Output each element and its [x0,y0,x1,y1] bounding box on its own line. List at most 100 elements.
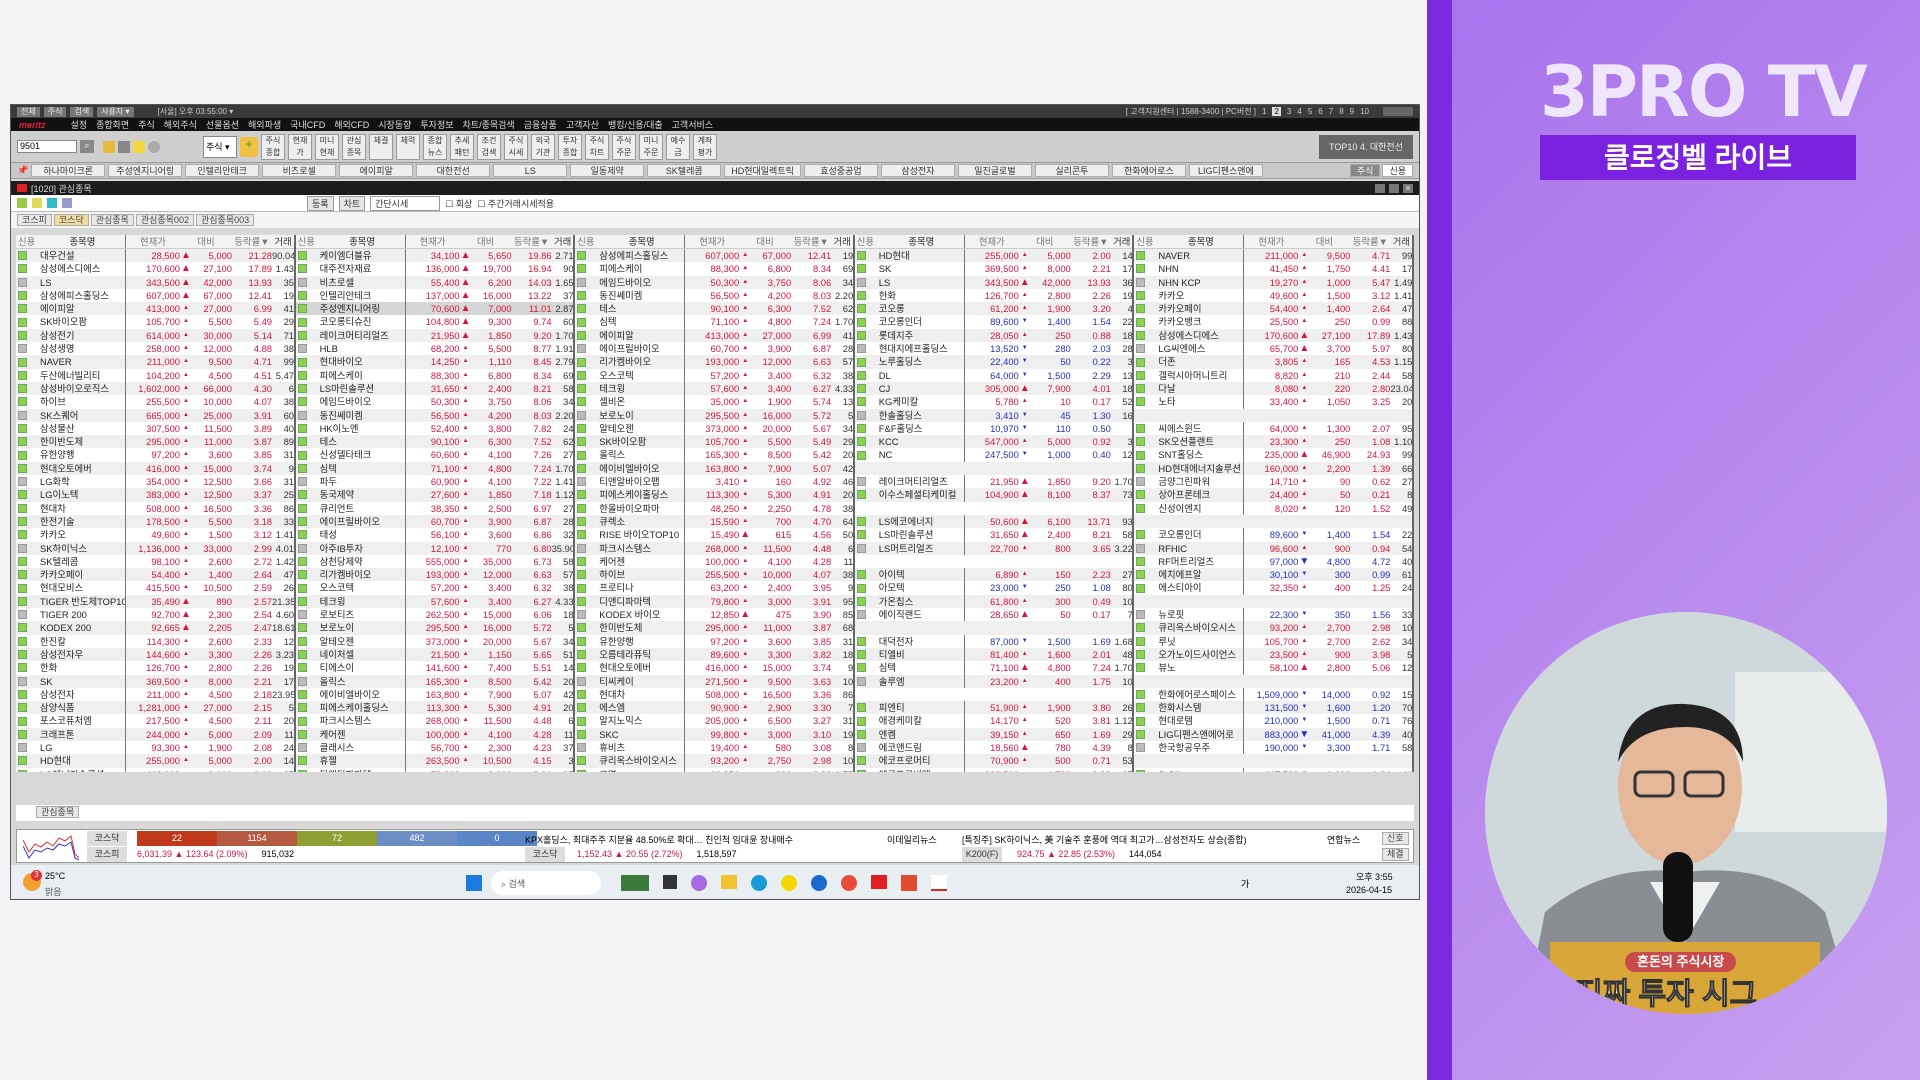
stock-name[interactable]: 오름테라퓨틱 [599,647,686,662]
column-header[interactable]: 종목명 [320,235,406,248]
table-row[interactable]: TIGER 200 92,700 ▲ 2,300 2.54 4.60 [16,608,294,622]
table-row[interactable]: 올릭스 165,300 ▲ 8,500 5.42 20 [575,448,853,462]
table-row[interactable]: LG이노텍 383,000 ▲ 12,500 3.37 25 [16,488,294,502]
stock-name[interactable]: 테크윙 [599,381,686,396]
stock-name[interactable]: 한화 [40,661,126,675]
table-row[interactable]: 오가노이드사이언스 23,500 ▲ 900 3.98 5 [1134,647,1412,662]
toolbar-button[interactable]: 미니현재 [315,133,339,160]
table-row[interactable]: 비츠로셀 55,400 ▲ 6,200 14.03 1.65 [295,275,573,289]
menu-item[interactable]: 시장동향 [378,120,412,130]
stock-name[interactable]: 알지노믹스 [599,714,686,728]
favorite-stock-button[interactable]: 대한전선 [416,164,491,177]
column-header[interactable]: 대비 [1315,236,1333,247]
signal-button[interactable]: 신호 [1382,832,1409,845]
stock-name[interactable]: 큐리옥스바이오시스 [599,754,686,768]
stock-name[interactable]: NAVER [1158,249,1245,263]
favorite-stock-button[interactable]: SK텔레콤 [647,164,722,177]
stock-name[interactable]: NHN KCP [1158,275,1245,289]
stock-name[interactable]: 현대오토에버 [40,461,126,476]
table-row[interactable]: 더존 3,805 ▲ 165 4.53 1.15 [1134,355,1412,369]
stock-name[interactable]: HLB [320,342,406,356]
stock-name[interactable]: 카카오페이 [1158,302,1245,316]
menu-item[interactable]: 해외CFD [334,120,370,130]
column-header[interactable]: 신용 [1136,235,1154,247]
table-row[interactable]: 알지노믹스 205,000 ▲ 6,500 3.27 31 [575,714,853,728]
screen-number-button[interactable]: 7 [1328,107,1334,116]
stock-name[interactable]: 더존 [1158,355,1245,369]
table-row[interactable]: LG화학 354,000 ▲ 12,500 3.66 31 [16,475,294,489]
stock-name[interactable]: 파크시스템스 [320,714,406,728]
stock-name[interactable]: 하이브 [599,568,686,582]
table-row[interactable]: 피에스케이홀딩스 113,300 ▲ 5,300 4.91 20 [575,488,853,502]
stock-name[interactable]: 삼성에스디에스 [40,262,126,276]
stock-name[interactable]: LG에너지솔루션 [40,767,126,772]
clock-time[interactable]: 오후 3:55 [1356,872,1393,882]
stock-name[interactable]: 심텍 [320,461,406,476]
table-row[interactable]: CJ 305,000 ▲ 7,900 4.01 18 [854,381,1132,396]
column-header[interactable]: 현재가 [419,236,446,247]
table-row[interactable]: 삼양식품 1,281,000 ▲ 27,000 2.15 5 [16,701,294,715]
stock-name[interactable]: 티엘비 [879,647,965,662]
stock-name[interactable]: 휴젤 [320,754,406,768]
stock-name[interactable]: 삼성전기 [40,328,126,343]
stock-name[interactable]: NC [879,448,965,462]
table-row[interactable]: KG케미칼 5,780 ▲ 10 0.17 52 [855,395,1132,409]
table-row[interactable]: 에이프릴바이오 60,700 ▲ 3,900 6.87 28 [575,342,853,356]
favorite-stock-button[interactable]: 효성중공업 [803,164,878,177]
favorite-stock-button[interactable]: 에이피알 [339,164,414,177]
table-row[interactable]: 태성 56,100 ▲ 3,600 6.86 32 [296,528,573,542]
stock-name[interactable]: LS에코에너지 [879,514,965,529]
table-row[interactable]: 카카오페이 54,400 ▲ 1,400 2.64 47 [1134,302,1412,316]
table-row[interactable]: 하이브 255,500 ▲ 10,000 4.07 38 [575,568,853,582]
table-row[interactable]: RFHIC 96,600 ▲ 900 0.94 54 [1134,541,1412,555]
table-row[interactable]: 신성델타테크 60,600 ▲ 4,100 7.26 27 [296,448,573,462]
table-row[interactable]: 현대차 508,000 ▲ 16,500 3.36 86 [16,501,294,515]
screen-number-button[interactable]: 10 [1360,107,1369,116]
table-row[interactable]: TIGER 반도체TOP10 35,490 ▲ 890 2.57 21.35 [16,594,294,609]
table-row[interactable]: 휴젤 263,500 ▲ 10,500 4.15 3 [295,754,573,768]
table-row[interactable]: 티에스이 141,600 ▲ 7,400 5.51 14 [296,661,573,675]
column-header[interactable]: 종목명 [599,235,686,248]
stock-name[interactable]: 유한양행 [599,634,686,648]
screen-number-button[interactable]: 4 [1297,107,1302,116]
column-header[interactable]: 등락률▼ [793,236,829,247]
table-row[interactable]: 동진쎄미켐 56,500 ▲ 4,200 8.03 2.20 [295,408,573,422]
table-row[interactable]: 큐리옥스바이오시스 93,200 ▲ 2,700 2.98 10 [1134,621,1412,635]
stock-name[interactable]: LIG디펜스앤에어로 [1158,727,1245,741]
table-row[interactable]: 보로노이 295,500 ▲ 16,000 5.72 5 [575,408,853,422]
favorite-stock-button[interactable]: HD현대일렉트릭 [724,164,801,177]
toolbar-button[interactable]: 주식주문 [612,133,636,160]
table-row[interactable]: 큐렉소 15,590 ▲ 700 4.70 64 [575,514,853,529]
stock-name[interactable]: TIGER 200 [40,608,126,622]
stock-name[interactable]: 신성델타테크 [320,448,406,462]
favorite-stock-button[interactable]: LS [493,164,568,177]
screen-number-button[interactable]: 8 [1339,107,1344,116]
table-row[interactable]: 삼성에피스홀딩스 607,000 ▲ 67,000 12.41 19 [575,249,853,263]
table-row[interactable]: 한화 126,700 ▲ 2,800 2.26 19 [855,288,1132,303]
menu-item[interactable]: 설정 [70,120,88,130]
stock-name[interactable]: SKC [599,727,686,741]
table-row[interactable]: 루닛 105,700 ▲ 2,700 2.62 34 [1134,634,1412,648]
table-row[interactable]: 한화 126,700 ▲ 2,800 2.26 19 [16,661,294,675]
table-row[interactable]: KCC 547,000 ▲ 5,000 0.92 3 [854,435,1132,449]
table-row[interactable]: 현대오토에버 416,000 ▲ 15,000 3.74 9 [16,461,294,476]
column-header[interactable]: 대비 [756,236,774,247]
stock-name[interactable]: 티앤알바이오팹 [599,475,686,489]
taskbar-search[interactable]: ⌕ 검색 [491,871,601,895]
copilot-icon[interactable] [691,875,707,891]
table-row[interactable]: 에이프릴바이오 60,700 ▲ 3,900 6.87 28 [295,514,573,529]
stock-name[interactable]: 동진쎄미켐 [320,408,406,422]
column-header[interactable]: 대비 [476,236,495,247]
table-row[interactable]: 클래시스 56,700 ▲ 2,300 4.23 37 [296,740,573,755]
stock-name[interactable]: TIGER 반도체TOP10 [40,594,126,609]
stock-name[interactable]: 상아프론테크 [1158,488,1245,502]
table-row[interactable]: 삼성전자 211,000 ▲ 4,500 2.18 23.95 [16,687,294,702]
table-row[interactable]: 포스코퓨처엠 217,500 ▲ 4,500 2.11 20 [16,714,294,728]
table-row[interactable]: SK바이오팜 105,700 ▲ 5,500 5.49 29 [16,315,294,329]
table-row[interactable]: 아이텍 6,890 ▲ 150 2.23 27 [854,568,1132,582]
favorite-stock-button[interactable]: 인텔리안테크 [185,164,260,177]
kakaotalk-icon[interactable] [781,875,797,891]
stock-name[interactable]: 한솔홀딩스 [879,408,965,422]
stock-name[interactable]: SK하이닉스 [40,541,126,555]
